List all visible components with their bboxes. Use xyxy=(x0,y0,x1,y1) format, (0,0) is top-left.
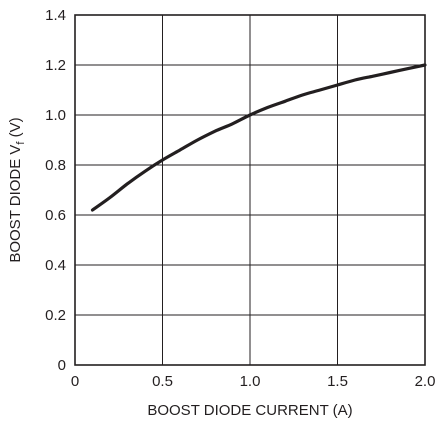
x-axis-label: BOOST DIODE CURRENT (A) xyxy=(147,402,352,419)
y-tick-label: 0 xyxy=(58,357,66,374)
y-tick-label: 1.0 xyxy=(45,107,66,124)
y-axis-label: BOOST DIODE Vf (V) xyxy=(7,117,27,262)
y-tick-label: 0.8 xyxy=(45,157,66,174)
y-tick-labels: 0 0.2 0.4 0.6 0.8 1.0 1.2 1.4 xyxy=(45,7,66,374)
y-tick-label: 0.2 xyxy=(45,307,66,324)
plot-frame xyxy=(74,14,426,366)
y-tick-label: 0.4 xyxy=(45,257,66,274)
x-tick-label: 1.0 xyxy=(240,373,261,390)
y-axis-label-main: BOOST DIODE V xyxy=(7,145,24,263)
y-tick-label: 1.4 xyxy=(45,7,66,24)
y-axis-label-subscript: f xyxy=(15,141,27,145)
y-axis-label-unit: (V) xyxy=(7,117,24,141)
x-tick-label: 0 xyxy=(71,373,79,390)
x-tick-label: 2.0 xyxy=(415,373,436,390)
x-tick-labels: 0 0.5 1.0 1.5 2.0 xyxy=(71,373,436,390)
y-tick-label: 0.6 xyxy=(45,207,66,224)
x-tick-label: 0.5 xyxy=(152,373,173,390)
x-tick-label: 1.5 xyxy=(327,373,348,390)
series-line xyxy=(90,63,427,212)
y-tick-label: 1.2 xyxy=(45,57,66,74)
grid xyxy=(75,15,425,365)
